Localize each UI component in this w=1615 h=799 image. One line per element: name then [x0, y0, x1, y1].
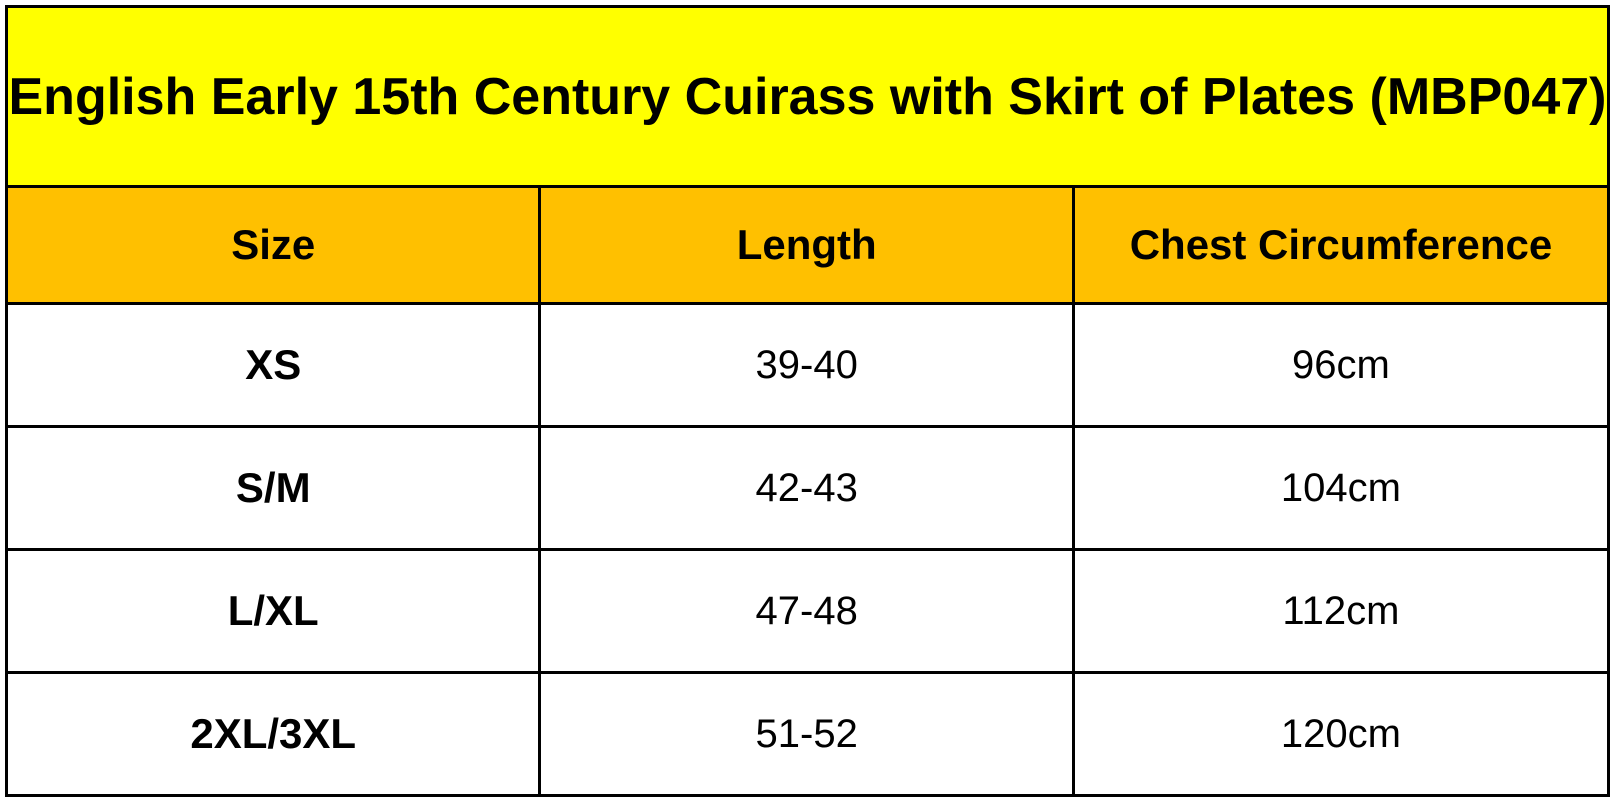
- chest-cell: 96cm: [1071, 302, 1611, 428]
- table-title: English Early 15th Century Cuirass with …: [5, 5, 1610, 188]
- size-cell: L/XL: [4, 548, 542, 674]
- title-row: English Early 15th Century Cuirass with …: [5, 5, 1610, 188]
- column-header-chest-circumference: Chest Circumference: [1071, 185, 1611, 305]
- size-cell: 2XL/3XL: [4, 671, 542, 797]
- column-header-size: Size: [4, 185, 542, 305]
- size-cell: S/M: [4, 425, 542, 551]
- length-cell: 51-52: [538, 671, 1075, 797]
- header-row: Size Length Chest Circumference: [4, 185, 1611, 305]
- chest-cell: 120cm: [1071, 671, 1611, 797]
- table-row: 2XL/3XL 51-52 120cm: [4, 671, 1611, 797]
- length-cell: 47-48: [538, 548, 1075, 674]
- table-row: L/XL 47-48 112cm: [4, 548, 1611, 674]
- table-row: S/M 42-43 104cm: [4, 425, 1611, 551]
- size-chart-table: English Early 15th Century Cuirass with …: [4, 5, 1611, 797]
- length-cell: 42-43: [538, 425, 1075, 551]
- table-row: XS 39-40 96cm: [4, 302, 1611, 428]
- chest-cell: 104cm: [1071, 425, 1611, 551]
- length-cell: 39-40: [538, 302, 1075, 428]
- column-header-length: Length: [538, 185, 1075, 305]
- chest-cell: 112cm: [1071, 548, 1611, 674]
- size-cell: XS: [4, 302, 542, 428]
